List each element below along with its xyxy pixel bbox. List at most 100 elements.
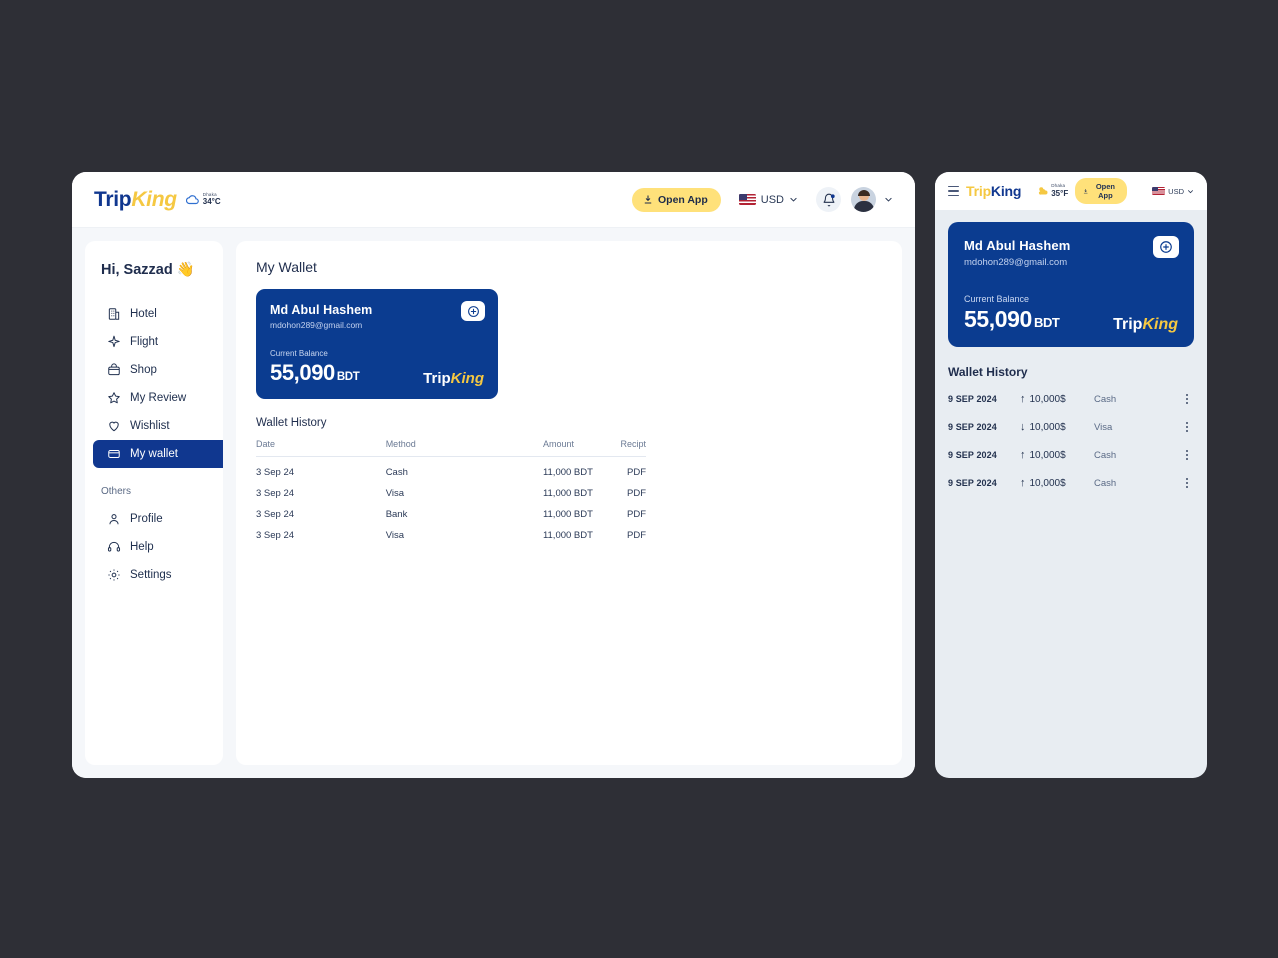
mobile-currency-selector[interactable]: USD <box>1152 187 1194 196</box>
list-item[interactable]: 9 SEP 2024 ↓ 10,000$ Visa <box>948 413 1194 441</box>
sidebar-label: Shop <box>130 364 157 376</box>
sidebar-item-hotel[interactable]: Hotel <box>93 300 223 328</box>
chevron-down-icon <box>1188 189 1193 193</box>
arrow-up-icon: ↑ <box>1020 477 1026 489</box>
weather-temp: 34°C <box>202 197 221 207</box>
card-brand-logo: TripKing <box>423 370 484 387</box>
user-avatar[interactable] <box>851 187 876 212</box>
sidebar-item-my-wallet[interactable]: My wallet <box>93 440 223 468</box>
table-header-row: Date Method Amount Recipt <box>256 439 646 457</box>
star-icon <box>108 392 120 404</box>
desktop-window: Trip King Dhaka 34°C Open App USD <box>72 172 915 778</box>
mobile-logo-king: King <box>990 183 1022 199</box>
table-row[interactable]: 3 Sep 24 Visa 11,000 BDT PDF <box>256 520 646 541</box>
avatar-chevron-down-icon[interactable] <box>884 195 893 204</box>
notification-bell-button[interactable] <box>816 187 841 212</box>
brand-logo[interactable]: Trip King <box>94 188 177 212</box>
wallet-card: Md Abul Hashem mdohon289@gmail.com Curre… <box>256 289 498 399</box>
mobile-row-amount-value: 10,000$ <box>1029 449 1066 461</box>
row-more-options-icon[interactable] <box>1180 422 1194 432</box>
cell-date: 3 Sep 24 <box>256 467 295 478</box>
mobile-logo-trip: Trip <box>966 183 991 199</box>
sidebar-item-wishlist[interactable]: Wishlist <box>93 412 223 440</box>
mobile-row-date: 9 SEP 2024 <box>948 478 997 488</box>
cell-amount: 11,000 BDT <box>542 488 593 499</box>
mobile-wallet-owner-email: mdohon289@gmail.com <box>964 257 1068 268</box>
burger-line <box>948 190 960 192</box>
table-row[interactable]: 3 Sep 24 Bank 11,000 BDT PDF <box>256 499 646 520</box>
cell-recipt-link[interactable]: PDF <box>627 530 646 541</box>
mobile-brand-logo[interactable]: TripKing <box>966 183 1021 199</box>
avatar-head <box>858 191 869 201</box>
mobile-card-brand-logo: TripKing <box>1113 316 1178 334</box>
mobile-open-app-button[interactable]: Open App <box>1075 178 1128 204</box>
weather-widget: Dhaka 34°C <box>185 192 221 207</box>
cell-date: 3 Sep 24 <box>256 530 295 541</box>
arrow-down-icon: ↓ <box>1020 421 1026 433</box>
cell-method: Bank <box>385 509 408 520</box>
mobile-balance-amount: 55,090 <box>964 306 1032 332</box>
mobile-row-amount: ↑ 10,000$ <box>1020 477 1094 489</box>
mobile-row-method: Cash <box>1094 393 1117 405</box>
desktop-header: Trip King Dhaka 34°C Open App USD <box>72 172 915 228</box>
mobile-row-amount-value: 10,000$ <box>1029 393 1066 405</box>
sidebar-item-help[interactable]: Help <box>93 533 223 561</box>
currency-selector[interactable]: USD <box>738 194 798 206</box>
mobile-row-date: 9 SEP 2024 <box>948 450 997 460</box>
open-app-button[interactable]: Open App <box>631 187 721 212</box>
list-item[interactable]: 9 SEP 2024 ↑ 10,000$ Cash <box>948 385 1194 413</box>
card-logo-king: King <box>450 370 484 387</box>
mobile-row-date: 9 SEP 2024 <box>948 422 997 432</box>
notification-bell-icon <box>823 193 835 206</box>
download-icon <box>1084 188 1088 193</box>
cell-recipt-link[interactable]: PDF <box>627 509 646 520</box>
wallet-icon <box>108 450 120 458</box>
cell-recipt-link[interactable]: PDF <box>627 467 646 478</box>
person-icon <box>109 514 119 525</box>
column-header-date: Date <box>256 439 300 457</box>
cell-amount: 11,000 BDT <box>542 467 593 478</box>
arrow-up-icon: ↑ <box>1020 393 1026 405</box>
wallet-owner-name: Md Abul Hashem <box>270 303 373 317</box>
mobile-row-method: Cash <box>1094 449 1117 461</box>
row-more-options-icon[interactable] <box>1180 394 1194 404</box>
desktop-body: Hi, Sazzad 👋 Hotel Flight Shop <box>72 228 915 778</box>
sidebar-label: Hotel <box>130 308 157 320</box>
table-row[interactable]: 3 Sep 24 Cash 11,000 BDT PDF <box>256 457 646 478</box>
sidebar: Hi, Sazzad 👋 Hotel Flight Shop <box>85 241 223 765</box>
cell-recipt-link[interactable]: PDF <box>627 488 646 499</box>
mobile-add-funds-button[interactable] <box>1153 236 1179 258</box>
download-icon <box>644 194 652 204</box>
cell-date: 3 Sep 24 <box>256 488 295 499</box>
mobile-weather-widget: Dhaka 35°F <box>1037 184 1068 198</box>
shop-icon <box>108 363 120 376</box>
row-more-options-icon[interactable] <box>1180 478 1194 488</box>
row-more-options-icon[interactable] <box>1180 450 1194 460</box>
table-row[interactable]: 3 Sep 24 Visa 11,000 BDT PDF <box>256 478 646 499</box>
mobile-header: TripKing Dhaka 35°F Open App USD <box>935 172 1207 210</box>
cell-date: 3 Sep 24 <box>256 509 295 520</box>
mobile-row-method: Cash <box>1094 477 1117 489</box>
column-header-method: Method <box>299 439 433 457</box>
list-item[interactable]: 9 SEP 2024 ↑ 10,000$ Cash <box>948 441 1194 469</box>
sidebar-label: Settings <box>130 569 172 581</box>
sidebar-item-profile[interactable]: Profile <box>93 505 223 533</box>
sidebar-item-flight[interactable]: Flight <box>93 328 223 356</box>
sidebar-others-label: Others <box>101 486 132 497</box>
mobile-row-amount: ↑ 10,000$ <box>1020 393 1094 405</box>
add-funds-button[interactable] <box>461 301 485 321</box>
wallet-card-identity: Md Abul Hashem mdohon289@gmail.com <box>270 303 483 330</box>
wallet-balance-block: Current Balance 55,090 BDT <box>270 349 483 386</box>
sidebar-label: Flight <box>130 336 159 348</box>
hamburger-menu-icon[interactable] <box>948 185 960 197</box>
mobile-card-logo-king: King <box>1142 316 1178 333</box>
sidebar-item-my-review[interactable]: My Review <box>93 384 223 412</box>
mobile-row-method: Visa <box>1094 421 1113 433</box>
cloud-icon <box>185 194 199 204</box>
list-item[interactable]: 9 SEP 2024 ↑ 10,000$ Cash <box>948 469 1194 497</box>
sidebar-item-settings[interactable]: Settings <box>93 561 223 589</box>
gear-icon <box>108 569 120 581</box>
sidebar-item-shop[interactable]: Shop <box>93 356 223 384</box>
balance-currency: BDT <box>336 371 360 383</box>
logo-trip: Trip <box>94 187 132 211</box>
